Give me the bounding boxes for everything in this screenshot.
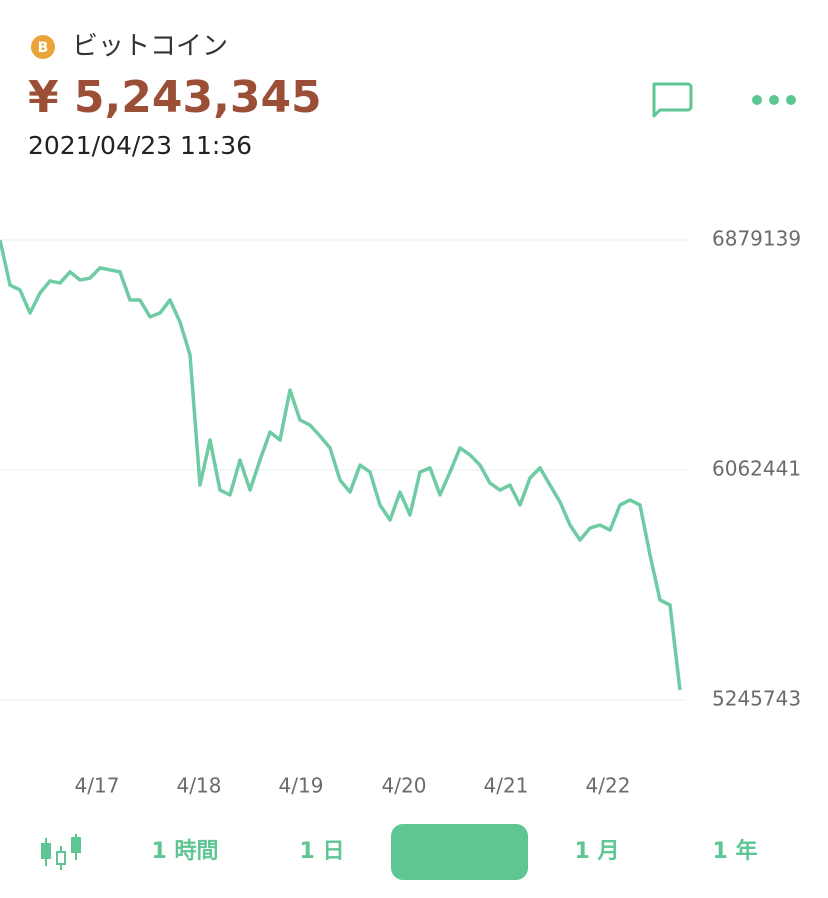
price: ¥ 5,243,345 xyxy=(28,72,322,123)
tab-active-bg xyxy=(391,824,528,880)
range-tab[interactable]: 1 月 xyxy=(575,839,620,864)
x-tick-label: 4/19 xyxy=(279,774,324,798)
coin-icon-glyph: B xyxy=(38,40,49,56)
x-tick-label: 4/20 xyxy=(382,774,427,798)
x-tick-label: 4/21 xyxy=(484,774,529,798)
comment-button[interactable] xyxy=(652,82,693,118)
x-tick-label: 4/18 xyxy=(177,774,222,798)
x-tick-label: 4/17 xyxy=(75,774,120,798)
range-tab[interactable]: 1 時間 xyxy=(152,839,219,864)
datetime: 2021/04/23 11:36 xyxy=(28,131,252,160)
x-tick-label: 4/22 xyxy=(586,774,631,798)
coin-icon xyxy=(31,35,55,59)
price-line xyxy=(0,239,682,691)
range-tab[interactable]: 1 年 xyxy=(713,838,758,864)
range-tab[interactable]: 1 日 xyxy=(300,839,345,864)
range-tab[interactable]: 1 週 xyxy=(437,839,482,864)
y-tick-label: 6879139 xyxy=(712,227,801,251)
y-tick-label: 6062441 xyxy=(712,457,801,481)
candle-icon[interactable] xyxy=(41,834,81,870)
y-tick-label: 5245743 xyxy=(712,687,801,711)
coin-name: ビットコイン xyxy=(72,32,228,62)
more-button[interactable] xyxy=(752,95,796,105)
